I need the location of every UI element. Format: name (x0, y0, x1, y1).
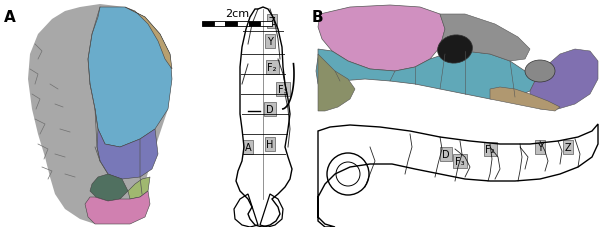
Text: F₃: F₃ (278, 85, 288, 95)
Polygon shape (128, 177, 150, 199)
Bar (202, 22, 214, 27)
Ellipse shape (525, 61, 555, 83)
Polygon shape (125, 8, 172, 70)
Text: Z: Z (565, 142, 571, 152)
Polygon shape (88, 8, 172, 147)
Polygon shape (318, 6, 445, 72)
Bar (214, 22, 226, 27)
Polygon shape (316, 50, 535, 100)
Text: Z: Z (269, 17, 275, 27)
Text: Y: Y (537, 142, 543, 152)
Text: 2cm: 2cm (225, 9, 249, 19)
Bar (260, 22, 272, 27)
Polygon shape (28, 5, 172, 224)
Polygon shape (440, 15, 530, 62)
Text: F₂: F₂ (267, 63, 277, 73)
Polygon shape (318, 55, 355, 111)
Polygon shape (90, 174, 128, 201)
Text: A: A (4, 10, 16, 25)
Bar (248, 22, 260, 27)
Text: D: D (442, 149, 450, 159)
Bar (226, 22, 237, 27)
Polygon shape (530, 50, 598, 109)
Ellipse shape (437, 36, 472, 64)
Polygon shape (85, 191, 150, 224)
Polygon shape (490, 88, 560, 111)
Text: F₃: F₃ (455, 156, 465, 166)
Bar (237, 22, 248, 27)
Polygon shape (97, 129, 158, 179)
Text: H: H (266, 139, 274, 149)
Text: F₂: F₂ (485, 144, 495, 154)
Text: Y: Y (267, 37, 273, 47)
Text: A: A (245, 142, 251, 152)
Text: B: B (312, 10, 323, 25)
Text: D: D (266, 105, 274, 114)
